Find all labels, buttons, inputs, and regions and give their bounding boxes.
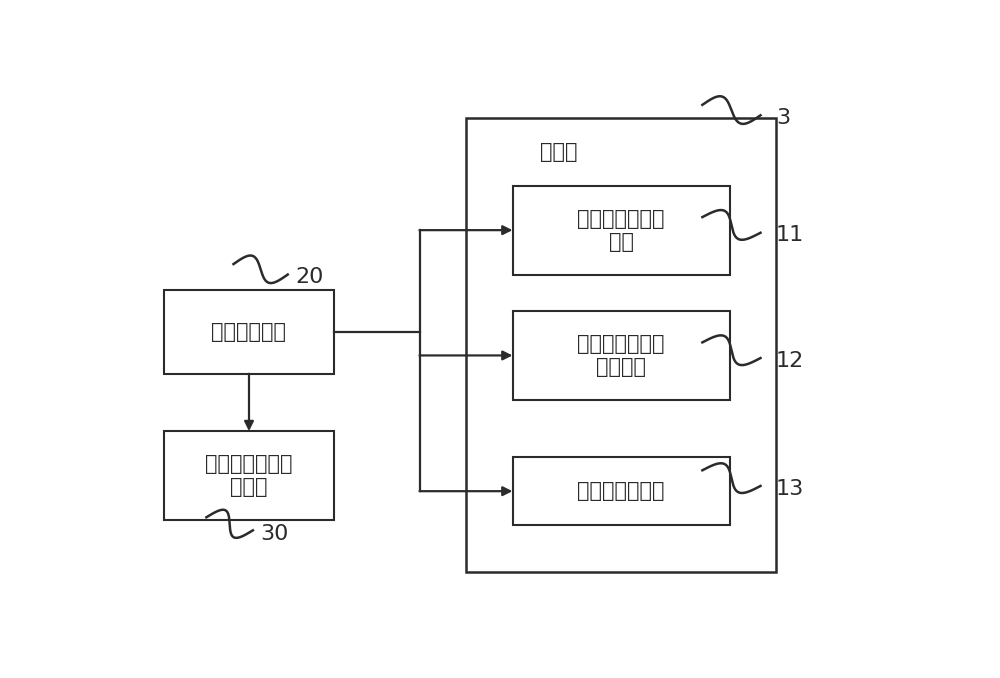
Text: 12: 12 [776,351,804,371]
Text: 无人机: 无人机 [540,142,578,162]
Bar [512,311,730,400]
Text: 3: 3 [776,108,790,128]
Bar [466,118,776,572]
Text: 13: 13 [776,479,804,498]
Text: 11: 11 [776,225,804,245]
Bar [512,186,730,275]
Text: 抛投器控制单元: 抛投器控制单元 [577,481,665,501]
Bar [512,457,730,525]
Bar [164,431,334,520]
Text: 20: 20 [296,267,324,287]
Bar [164,290,334,374]
Text: 消防绳绕线装置
控制单元: 消防绳绕线装置 控制单元 [577,334,665,377]
Text: 载荷爬行装置控
制单元: 载荷爬行装置控 制单元 [205,454,293,497]
Text: 地面控制单元: 地面控制单元 [212,322,287,342]
Text: 无人机信号控制
单元: 无人机信号控制 单元 [577,209,665,252]
Text: 30: 30 [261,524,289,544]
